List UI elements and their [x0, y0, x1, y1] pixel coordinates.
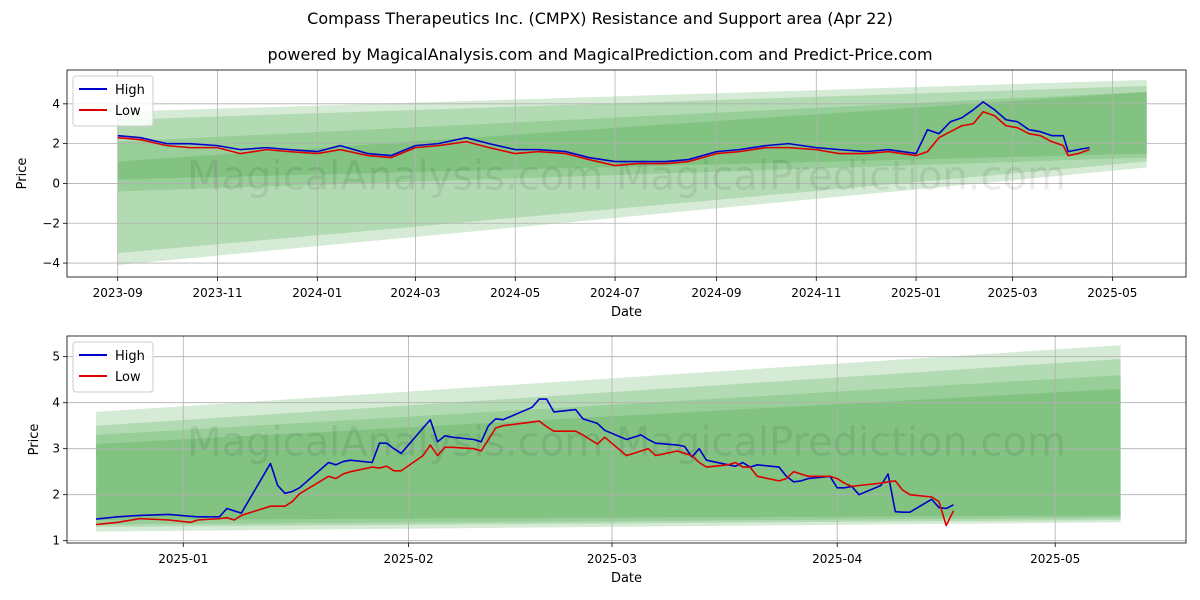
- x-tick-label: 2024-11: [791, 286, 841, 300]
- y-tick-label: 2: [52, 488, 60, 502]
- x-axis-label: Date: [611, 305, 642, 320]
- y-axis-label: Price: [27, 424, 42, 456]
- y-tick-label: 2: [52, 137, 60, 151]
- y-axis-label: Price: [15, 158, 30, 190]
- x-tick-label: 2025-03: [587, 552, 637, 566]
- series-lines: [95, 398, 955, 527]
- y-tick-label: 0: [52, 176, 60, 190]
- plot-frame: [66, 335, 1187, 544]
- grid: [67, 336, 1186, 543]
- plot-frame: [66, 69, 1187, 278]
- series-line-high: [117, 101, 1090, 163]
- x-tick-label: 2024-01: [292, 286, 342, 300]
- page-title: Compass Therapeutics Inc. (CMPX) Resista…: [307, 9, 893, 28]
- y-tick-label: −4: [42, 256, 60, 270]
- grid: [67, 70, 1186, 277]
- x-tick-label: 2025-05: [1030, 552, 1080, 566]
- band-4: [96, 388, 1121, 520]
- band-4: [117, 91, 1147, 180]
- watermark: MagicalAnalysis.com MagicalPrediction.co…: [187, 154, 1066, 200]
- x-axis-label: Date: [611, 571, 642, 586]
- x-tick-label: 2024-09: [691, 286, 741, 300]
- series-line-low: [117, 111, 1090, 167]
- chart-panel-2: MagicalAnalysis.com MagicalPrediction.co…: [27, 335, 1187, 586]
- y-tick-label: 5: [52, 350, 60, 364]
- y-tick-label: 1: [52, 534, 60, 548]
- series-line-high: [95, 398, 954, 520]
- band-3: [96, 375, 1121, 525]
- band-3: [117, 91, 1147, 192]
- legend: High Low: [72, 341, 154, 393]
- x-tick-label: 2025-02: [383, 552, 433, 566]
- chart-panel-1: MagicalAnalysis.com MagicalPrediction.co…: [15, 69, 1187, 320]
- x-tick-label: 2025-01: [891, 286, 941, 300]
- x-tick-label: 2025-03: [988, 286, 1038, 300]
- series-line-low: [95, 420, 955, 527]
- legend-label-high: High: [115, 349, 145, 364]
- x-tick-label: 2025-01: [158, 552, 208, 566]
- y-tick-label: 4: [52, 396, 60, 410]
- y-tick-label: 4: [52, 97, 60, 111]
- watermark: MagicalAnalysis.com MagicalPrediction.co…: [187, 420, 1066, 466]
- support-resistance-bands: [117, 79, 1147, 266]
- x-tick-label: 2024-07: [590, 286, 640, 300]
- band-2: [117, 85, 1147, 254]
- x-tick-label: 2024-03: [390, 286, 440, 300]
- x-tick-label: 2024-05: [490, 286, 540, 300]
- page-subtitle: powered by MagicalAnalysis.com and Magic…: [267, 45, 933, 64]
- legend-label-low: Low: [115, 370, 141, 385]
- y-tick-label: −2: [42, 216, 60, 230]
- legend: High Low: [72, 75, 154, 127]
- x-tick-label: 2025-05: [1087, 286, 1137, 300]
- y-tick-label: 3: [52, 442, 60, 456]
- legend-label-low: Low: [115, 104, 141, 119]
- series-lines: [117, 101, 1090, 167]
- x-tick-label: 2025-04: [812, 552, 862, 566]
- x-tick-label: 2023-11: [192, 286, 242, 300]
- legend-label-high: High: [115, 83, 145, 98]
- band-1: [117, 79, 1147, 266]
- x-tick-label: 2023-09: [93, 286, 143, 300]
